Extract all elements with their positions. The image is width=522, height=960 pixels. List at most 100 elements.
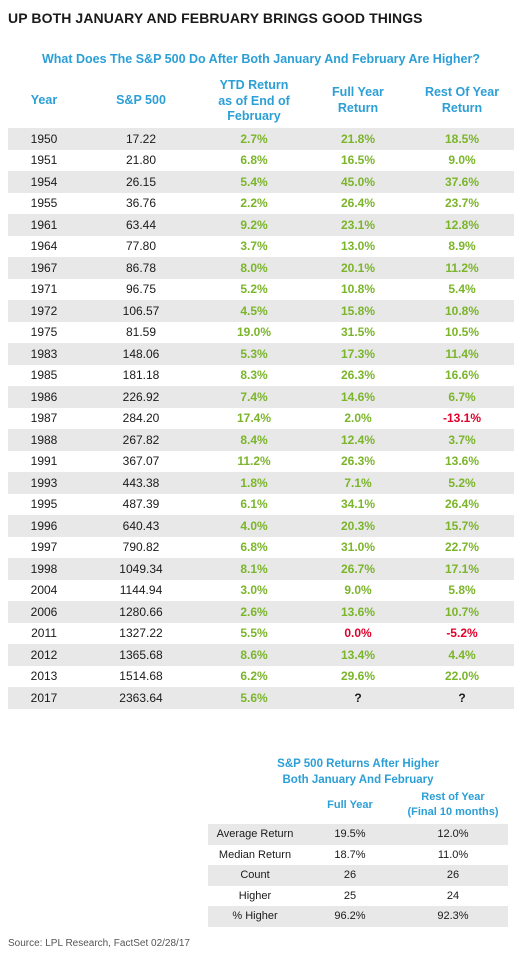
- header-roy-line-2: Return: [441, 100, 483, 115]
- cell-year: 1996: [30, 518, 58, 533]
- header-sp500: S&P 500: [116, 93, 166, 107]
- cell-rest-of-year-return: 18.5%: [444, 131, 480, 146]
- cell-year: 1964: [30, 239, 58, 254]
- cell-sp500: 1514.68: [119, 669, 163, 684]
- cell-year: 2006: [30, 604, 58, 619]
- cell-ytd-return: 8.0%: [240, 260, 268, 275]
- cell-year: 1951: [30, 153, 58, 168]
- cell-full-year-return: 21.8%: [340, 131, 376, 146]
- cell-ytd-return: 5.6%: [240, 690, 268, 705]
- cell-ytd-return: 3.7%: [240, 239, 268, 254]
- cell-sp500: 284.20: [122, 411, 160, 426]
- cell-ytd-return: 6.8%: [240, 153, 268, 168]
- cell-year: 1985: [30, 368, 58, 383]
- table-row: 1971 96.75 5.2% 10.8% 5.4%: [8, 279, 514, 301]
- cell-sp500: 96.75: [125, 282, 157, 297]
- cell-year: 2017: [30, 690, 58, 705]
- cell-full-year-return: 17.3%: [340, 346, 376, 361]
- table-row: 1985 181.18 8.3% 26.3% 16.6%: [8, 365, 514, 387]
- cell-rest-of-year-return: 3.7%: [448, 432, 476, 447]
- cell-ytd-return: 5.4%: [240, 174, 268, 189]
- header-ytd-line-1: YTD Return: [219, 78, 289, 92]
- cell-rest-of-year-return: 9.0%: [448, 153, 476, 168]
- summary-cell-full-year: 19.5%: [334, 828, 366, 841]
- summary-row: Median Return 18.7% 11.0%: [208, 845, 508, 866]
- cell-sp500: 17.22: [125, 131, 157, 146]
- cell-year: 1961: [30, 217, 58, 232]
- table-row: 1993 443.38 1.8% 7.1% 5.2%: [8, 472, 514, 494]
- summary-row-label: Median Return: [218, 848, 292, 861]
- table-row: 1996 640.43 4.0% 20.3% 15.7%: [8, 515, 514, 537]
- cell-rest-of-year-return: ?: [458, 690, 466, 705]
- cell-ytd-return: 4.5%: [240, 303, 268, 318]
- source-note: Source: LPL Research, FactSet 02/28/17: [8, 938, 190, 949]
- cell-sp500: 106.57: [122, 303, 160, 318]
- table-row: 2011 1327.22 5.5% 0.0% -5.2%: [8, 623, 514, 645]
- cell-sp500: 226.92: [122, 389, 160, 404]
- cell-full-year-return: 20.3%: [340, 518, 376, 533]
- cell-ytd-return: 8.6%: [240, 647, 268, 662]
- summary-cell-rest-of-year: 11.0%: [437, 848, 469, 861]
- cell-year: 2004: [30, 583, 58, 598]
- cell-sp500: 640.43: [122, 518, 160, 533]
- cell-full-year-return: 13.0%: [340, 239, 376, 254]
- cell-full-year-return: 14.6%: [340, 389, 376, 404]
- summary-row: Count 26 26: [208, 865, 508, 886]
- summary-title-line-2: Both January And February: [282, 774, 434, 786]
- summary-cell-full-year: 18.7%: [334, 848, 366, 861]
- cell-rest-of-year-return: -5.2%: [446, 626, 478, 641]
- cell-ytd-return: 9.2%: [240, 217, 268, 232]
- cell-ytd-return: 11.2%: [237, 454, 271, 469]
- cell-sp500: 21.80: [125, 153, 157, 168]
- cell-year: 1998: [30, 561, 58, 576]
- cell-ytd-return: 6.1%: [240, 497, 268, 512]
- cell-sp500: 267.82: [122, 432, 160, 447]
- cell-sp500: 81.59: [125, 325, 157, 340]
- cell-sp500: 181.18: [122, 368, 160, 383]
- summary-title: S&P 500 Returns After Higher Both Januar…: [208, 756, 508, 788]
- summary-cell-full-year: 26: [343, 869, 357, 882]
- cell-full-year-return: 45.0%: [340, 174, 376, 189]
- cell-full-year-return: 2.0%: [344, 411, 372, 426]
- table-row: 2013 1514.68 6.2% 29.6% 22.0%: [8, 666, 514, 688]
- summary-header-full-year: Full Year: [327, 799, 373, 811]
- table-row: 2004 1144.94 3.0% 9.0% 5.8%: [8, 580, 514, 602]
- page-title: UP BOTH JANUARY AND FEBRUARY BRINGS GOOD…: [8, 10, 423, 26]
- cell-rest-of-year-return: 11.4%: [445, 346, 479, 361]
- cell-ytd-return: 3.0%: [240, 583, 268, 598]
- cell-full-year-return: 26.3%: [340, 368, 376, 383]
- cell-sp500: 1144.94: [119, 583, 163, 598]
- table-row: 1997 790.82 6.8% 31.0% 22.7%: [8, 537, 514, 559]
- cell-full-year-return: 15.8%: [340, 303, 376, 318]
- table-row: 1954 26.15 5.4% 45.0% 37.6%: [8, 171, 514, 193]
- returns-table: 1950 17.22 2.7% 21.8% 18.5% 1951 21.80 6.8% 16.5…: [8, 128, 514, 709]
- cell-sp500: 86.78: [125, 260, 157, 275]
- table-row: 1975 81.59 19.0% 31.5% 10.5%: [8, 322, 514, 344]
- cell-sp500: 1365.68: [119, 647, 163, 662]
- summary-row: Average Return 19.5% 12.0%: [208, 824, 508, 845]
- cell-rest-of-year-return: 8.9%: [448, 239, 476, 254]
- cell-year: 1983: [30, 346, 58, 361]
- cell-ytd-return: 2.2%: [240, 196, 268, 211]
- cell-ytd-return: 2.6%: [240, 604, 268, 619]
- cell-year: 1988: [30, 432, 58, 447]
- summary-title-line-1: S&P 500 Returns After Higher: [277, 758, 439, 770]
- cell-rest-of-year-return: 12.8%: [444, 217, 480, 232]
- cell-ytd-return: 6.8%: [240, 540, 268, 555]
- cell-full-year-return: 9.0%: [344, 583, 372, 598]
- table-subtitle: What Does The S&P 500 Do After Both Janu…: [41, 52, 481, 66]
- summary-row-label: Average Return: [216, 828, 294, 841]
- cell-year: 2013: [30, 669, 58, 684]
- summary-header-roy-line-2: (Final 10 months): [407, 806, 499, 818]
- cell-rest-of-year-return: 37.6%: [444, 174, 480, 189]
- summary-cell-rest-of-year: 12.0%: [437, 828, 469, 841]
- table-row: 1955 36.76 2.2% 26.4% 23.7%: [8, 193, 514, 215]
- cell-ytd-return: 5.3%: [240, 346, 268, 361]
- header-ytd-return: YTD Return as of End of February: [202, 78, 306, 125]
- cell-sp500: 367.07: [122, 454, 160, 469]
- cell-sp500: 443.38: [122, 475, 160, 490]
- cell-rest-of-year-return: 22.7%: [444, 540, 480, 555]
- summary-header-roy-line-1: Rest of Year: [421, 791, 485, 803]
- table-row: 1983 148.06 5.3% 17.3% 11.4%: [8, 343, 514, 365]
- cell-rest-of-year-return: 22.0%: [444, 669, 480, 684]
